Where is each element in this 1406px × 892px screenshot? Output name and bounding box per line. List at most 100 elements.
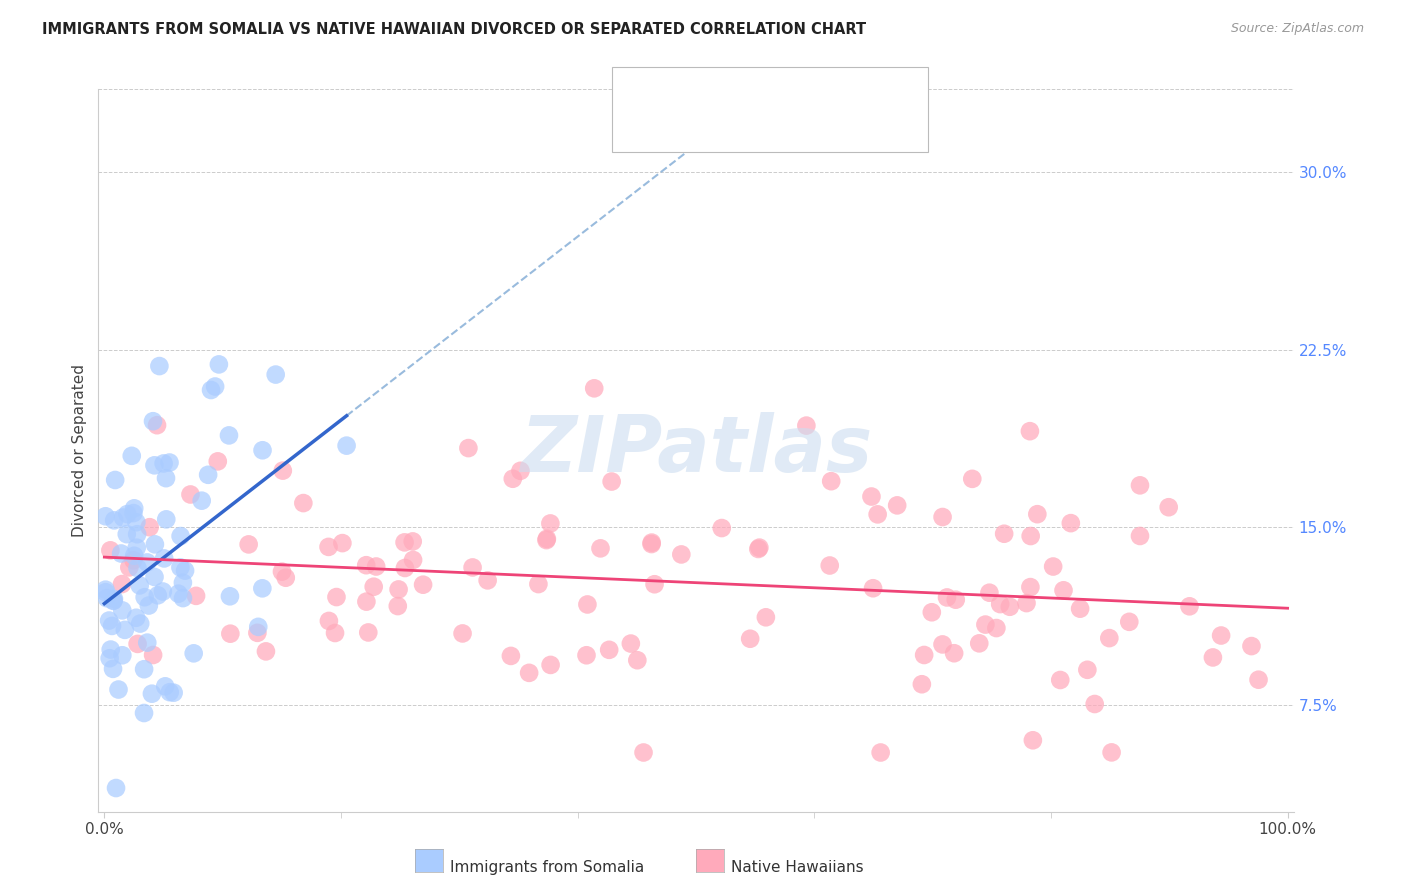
Text: Immigrants from Somalia: Immigrants from Somalia — [450, 860, 644, 874]
Text: R =: R = — [668, 118, 704, 136]
Point — [103, 513, 125, 527]
Point — [146, 418, 169, 433]
Text: -0.063: -0.063 — [714, 118, 773, 136]
Point — [169, 560, 191, 574]
Point — [94, 585, 117, 599]
Point — [183, 646, 205, 660]
Text: R =: R = — [668, 78, 704, 96]
Point — [125, 515, 148, 529]
Point — [598, 643, 620, 657]
Point — [1069, 601, 1091, 615]
Point — [155, 471, 177, 485]
Point — [121, 449, 143, 463]
Point — [993, 526, 1015, 541]
Point — [869, 746, 891, 760]
Point — [912, 648, 935, 662]
Point — [583, 381, 606, 395]
Point — [318, 614, 340, 628]
Point — [755, 610, 778, 624]
Point — [318, 540, 340, 554]
Point — [1129, 529, 1152, 543]
Point — [967, 636, 990, 650]
Point — [252, 582, 274, 596]
Point — [111, 648, 134, 663]
Text: 0.283: 0.283 — [714, 78, 766, 96]
Point — [986, 621, 1008, 635]
Point — [1202, 650, 1225, 665]
Point — [271, 565, 294, 579]
Point — [184, 589, 207, 603]
Point — [143, 458, 166, 473]
Point — [575, 648, 598, 663]
Point — [179, 487, 201, 501]
Point — [163, 686, 186, 700]
Point — [1098, 631, 1121, 645]
Point — [626, 653, 648, 667]
Point — [1019, 580, 1042, 594]
Point — [943, 646, 966, 660]
Point — [1052, 583, 1074, 598]
Point — [540, 657, 562, 672]
Point — [1076, 663, 1098, 677]
Point — [122, 501, 145, 516]
Text: 115: 115 — [832, 118, 868, 136]
Point — [174, 564, 197, 578]
Point — [1015, 596, 1038, 610]
Point — [94, 509, 117, 524]
Text: ZIPatlas: ZIPatlas — [520, 412, 872, 489]
Point — [1211, 628, 1233, 642]
Point — [974, 617, 997, 632]
Text: Source: ZipAtlas.com: Source: ZipAtlas.com — [1230, 22, 1364, 36]
Point — [576, 598, 599, 612]
Point — [633, 746, 655, 760]
Point — [866, 508, 889, 522]
Point — [122, 506, 145, 520]
Point — [122, 549, 145, 563]
Point — [451, 626, 474, 640]
Point — [1118, 615, 1140, 629]
Point — [641, 535, 664, 549]
Point — [94, 582, 117, 597]
Text: 75: 75 — [832, 78, 855, 96]
Point — [1157, 500, 1180, 515]
Point — [159, 456, 181, 470]
Point — [860, 490, 883, 504]
Point — [132, 662, 155, 676]
Point — [252, 443, 274, 458]
Point — [143, 570, 166, 584]
Point — [115, 527, 138, 541]
Point — [153, 551, 176, 566]
Point — [219, 626, 242, 640]
Point — [356, 594, 378, 608]
Point — [979, 585, 1001, 599]
Point — [103, 593, 125, 607]
Point — [207, 454, 229, 468]
Point — [142, 414, 165, 428]
Point — [1060, 516, 1083, 530]
Text: N =: N = — [787, 118, 824, 136]
Point — [394, 535, 416, 549]
Text: N =: N = — [787, 78, 824, 96]
Point — [141, 687, 163, 701]
Point — [100, 543, 122, 558]
Point — [336, 439, 359, 453]
Point — [402, 534, 425, 549]
Point — [219, 589, 242, 603]
Point — [325, 590, 347, 604]
Point — [1019, 424, 1042, 438]
Point — [671, 548, 693, 562]
Point — [1129, 478, 1152, 492]
Point — [110, 547, 132, 561]
Point — [1042, 559, 1064, 574]
Point — [197, 467, 219, 482]
Point — [155, 512, 177, 526]
Point — [105, 780, 128, 795]
Point — [644, 577, 666, 591]
Point — [132, 706, 155, 720]
Text: IMMIGRANTS FROM SOMALIA VS NATIVE HAWAIIAN DIVORCED OR SEPARATED CORRELATION CHA: IMMIGRANTS FROM SOMALIA VS NATIVE HAWAII… — [42, 22, 866, 37]
Point — [98, 651, 121, 665]
Point — [122, 553, 145, 567]
Point — [412, 577, 434, 591]
Point — [1101, 745, 1123, 759]
Point — [962, 472, 984, 486]
